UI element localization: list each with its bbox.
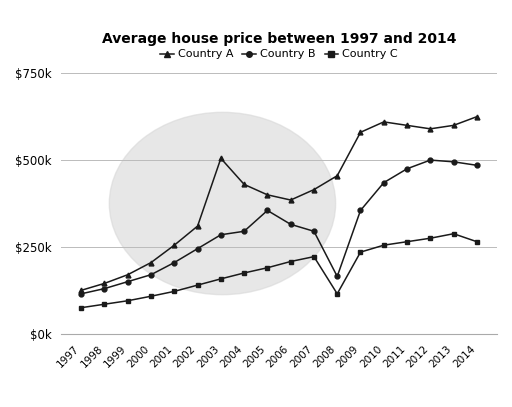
Country B: [451, 160, 457, 164]
Country C: [241, 271, 247, 276]
Country B: [264, 208, 270, 213]
Legend: Country A, Country B, Country C: Country A, Country B, Country C: [156, 45, 402, 64]
Country B: [171, 260, 177, 265]
Country B: [334, 274, 340, 279]
Country C: [427, 236, 433, 241]
Country C: [195, 283, 201, 288]
Ellipse shape: [110, 112, 336, 295]
Country C: [474, 239, 480, 244]
Country A: [451, 123, 457, 128]
Country A: [148, 260, 154, 265]
Country B: [125, 279, 131, 284]
Country C: [404, 239, 410, 244]
Country B: [148, 272, 154, 277]
Country B: [241, 229, 247, 234]
Country C: [334, 291, 340, 296]
Country C: [148, 294, 154, 299]
Country C: [171, 289, 177, 294]
Country C: [78, 305, 84, 310]
Country B: [427, 158, 433, 162]
Country A: [334, 173, 340, 178]
Country A: [195, 223, 201, 228]
Country A: [427, 127, 433, 131]
Country B: [218, 232, 224, 237]
Country A: [125, 272, 131, 277]
Country B: [404, 166, 410, 171]
Country C: [311, 254, 317, 259]
Country A: [404, 123, 410, 128]
Country B: [288, 222, 294, 227]
Country A: [474, 114, 480, 119]
Country C: [264, 265, 270, 270]
Country A: [381, 119, 387, 124]
Country A: [78, 288, 84, 293]
Line: Country B: Country B: [79, 158, 479, 296]
Country A: [241, 182, 247, 187]
Country C: [125, 298, 131, 303]
Country A: [171, 243, 177, 247]
Country B: [311, 229, 317, 234]
Country A: [264, 193, 270, 197]
Country B: [474, 163, 480, 168]
Country B: [357, 208, 364, 213]
Country C: [218, 276, 224, 281]
Country C: [288, 259, 294, 264]
Line: Country A: Country A: [79, 114, 479, 293]
Country B: [78, 291, 84, 296]
Country B: [101, 286, 108, 291]
Country C: [101, 302, 108, 306]
Country A: [311, 187, 317, 192]
Line: Country C: Country C: [79, 231, 479, 310]
Country B: [381, 180, 387, 185]
Country A: [357, 130, 364, 135]
Country A: [288, 197, 294, 202]
Country A: [218, 156, 224, 161]
Country A: [101, 281, 108, 286]
Country B: [195, 246, 201, 251]
Country C: [451, 231, 457, 236]
Country C: [357, 249, 364, 254]
Title: Average house price between 1997 and 2014: Average house price between 1997 and 201…: [102, 32, 456, 46]
Country C: [381, 243, 387, 247]
